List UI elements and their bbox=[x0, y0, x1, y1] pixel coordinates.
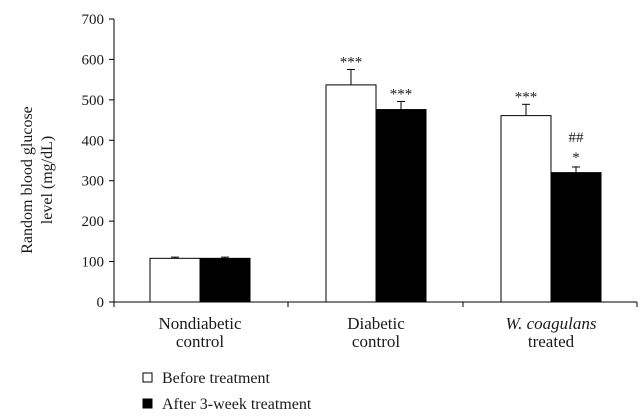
x-category-label-line-2: treated bbox=[528, 332, 575, 351]
significance-label: *** bbox=[515, 89, 538, 105]
significance-label: *** bbox=[340, 55, 363, 71]
y-axis-title-line-2: level (mg/dL) bbox=[39, 136, 56, 224]
y-tick-label: 0 bbox=[97, 295, 105, 311]
bar-before bbox=[500, 115, 552, 303]
plot-area: 0100200300400500600700Nondiabeticcontrol… bbox=[82, 12, 638, 351]
significance-label: ## bbox=[569, 130, 585, 146]
bar-after bbox=[550, 172, 602, 303]
y-tick-label: 700 bbox=[82, 12, 105, 28]
legend-label: After 3-week treatment bbox=[162, 396, 312, 413]
bar-after bbox=[375, 109, 427, 303]
x-category-label-line-2: control bbox=[176, 332, 224, 351]
y-tick-label: 400 bbox=[82, 133, 105, 149]
y-tick-label: 200 bbox=[82, 214, 105, 230]
x-category-label-line-1: Nondiabetic bbox=[158, 314, 242, 333]
y-axis-title: Random blood glucose level (mg/dL) bbox=[19, 106, 56, 254]
y-tick-label: 300 bbox=[82, 174, 105, 190]
y-tick-label: 100 bbox=[82, 255, 105, 271]
legend: Before treatment After 3-week treatment bbox=[142, 370, 312, 413]
legend-label: Before treatment bbox=[162, 370, 271, 387]
legend-swatch bbox=[142, 398, 153, 409]
bar-after bbox=[199, 257, 251, 303]
significance-label: *** bbox=[390, 86, 413, 102]
y-tick-label: 500 bbox=[82, 93, 105, 109]
x-category-label-line-2: control bbox=[352, 332, 400, 351]
x-category-label-line-1: W. coagulans bbox=[506, 314, 597, 333]
y-tick-label: 600 bbox=[82, 52, 105, 68]
bar-before bbox=[325, 84, 377, 303]
significance-label: * bbox=[572, 150, 580, 166]
bar-before bbox=[149, 257, 201, 303]
x-category-label-line-1: Diabetic bbox=[347, 314, 405, 333]
y-axis-title-line-1: Random blood glucose bbox=[19, 106, 36, 254]
legend-swatch bbox=[142, 372, 153, 383]
